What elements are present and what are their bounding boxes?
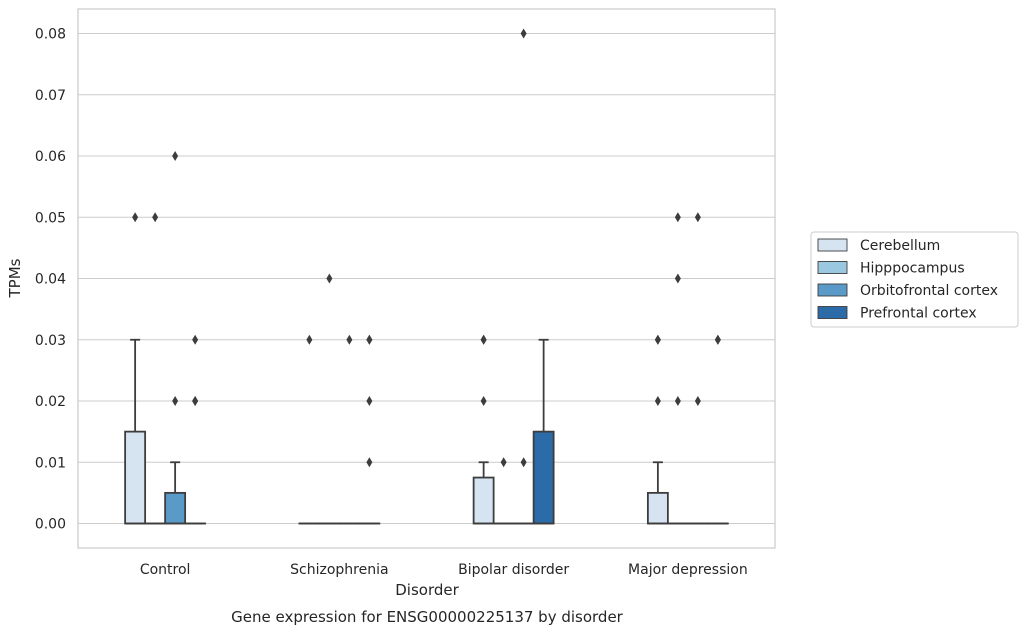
outlier-point [674,396,681,406]
legend-label: Orbitofrontal cortex [860,283,998,299]
box-body [646,491,669,525]
legend-swatch [817,261,848,274]
y-tick-label: 0.08 [35,27,66,43]
x-tick-labels: Control Schizophrenia Bipolar disorder Majo… [140,562,748,578]
box-body [532,430,555,525]
x-axis-label: Disorder [395,581,459,599]
outlier-point [654,396,661,406]
plot-frame [77,8,776,549]
y-tick-label: 0.01 [35,455,66,471]
y-tick-label: 0.00 [35,517,66,533]
box-body [124,430,147,525]
y-tick-label: 0.03 [35,333,66,349]
x-tick-label: Major depression [628,562,748,578]
y-tick-label: 0.02 [35,394,66,410]
legend-frame [810,231,1019,328]
box-body [472,476,495,525]
series-cerebellum [124,212,669,525]
outlier-point [500,457,507,468]
box-bipolar-disorder [472,334,495,525]
y-tick-label: 0.07 [35,88,66,104]
outlier-point [306,334,313,345]
outlier-point [694,396,701,406]
outlier-point [172,151,179,161]
box-major-depression [686,212,709,525]
box-control [124,212,147,525]
outlier-point [520,457,527,468]
outlier-point [366,396,373,406]
legend-label: Hipppocampus [860,261,965,277]
box-control [164,151,187,525]
y-tick-label: 0.04 [35,272,66,288]
chart-caption: Gene expression for ENSG00000225137 by d… [231,608,624,626]
box-major-depression [646,334,669,525]
outlier-point [714,334,721,345]
x-tick-label: Control [140,562,191,578]
outlier-point [654,334,661,345]
box-major-depression [706,334,729,525]
outlier-point [366,457,373,468]
outlier-point [674,273,681,284]
box-body [164,491,187,525]
box-series-group [124,28,729,525]
outlier-point [132,212,139,223]
legend-label: Cerebellum [860,238,940,254]
box-control [184,334,207,525]
outlier-point [192,334,199,345]
outlier-point [192,396,199,406]
outlier-point [520,28,527,39]
outlier-point [152,212,159,223]
outlier-point [480,334,487,345]
x-tick-label: Bipolar disorder [458,562,569,578]
legend-label: Prefrontal cortex [860,306,977,322]
legend: Cerebellum Hipppocampus Orbitofrontal cort… [810,231,1019,328]
legend-swatch [817,283,848,297]
y-axis-label: TPMs [6,258,24,298]
legend-swatch [817,238,848,252]
series-prefrontal-cortex [184,334,729,525]
outlier-point [694,212,701,223]
outlier-point [480,396,487,406]
outlier-point [366,334,373,345]
legend-swatch [817,306,848,319]
outlier-point [674,212,681,223]
y-tick-labels: 0.00 0.01 0.02 0.03 0.04 0.05 0.06 0.07 0.08 [35,27,66,533]
box-schizophrenia [358,334,381,525]
outlier-point [172,396,179,406]
outlier-point [346,334,353,345]
y-tick-label: 0.05 [35,210,66,226]
box-bipolar-disorder [532,338,555,525]
y-tick-label: 0.06 [35,149,66,165]
x-tick-label: Schizophrenia [290,562,388,578]
outlier-point [326,273,333,284]
